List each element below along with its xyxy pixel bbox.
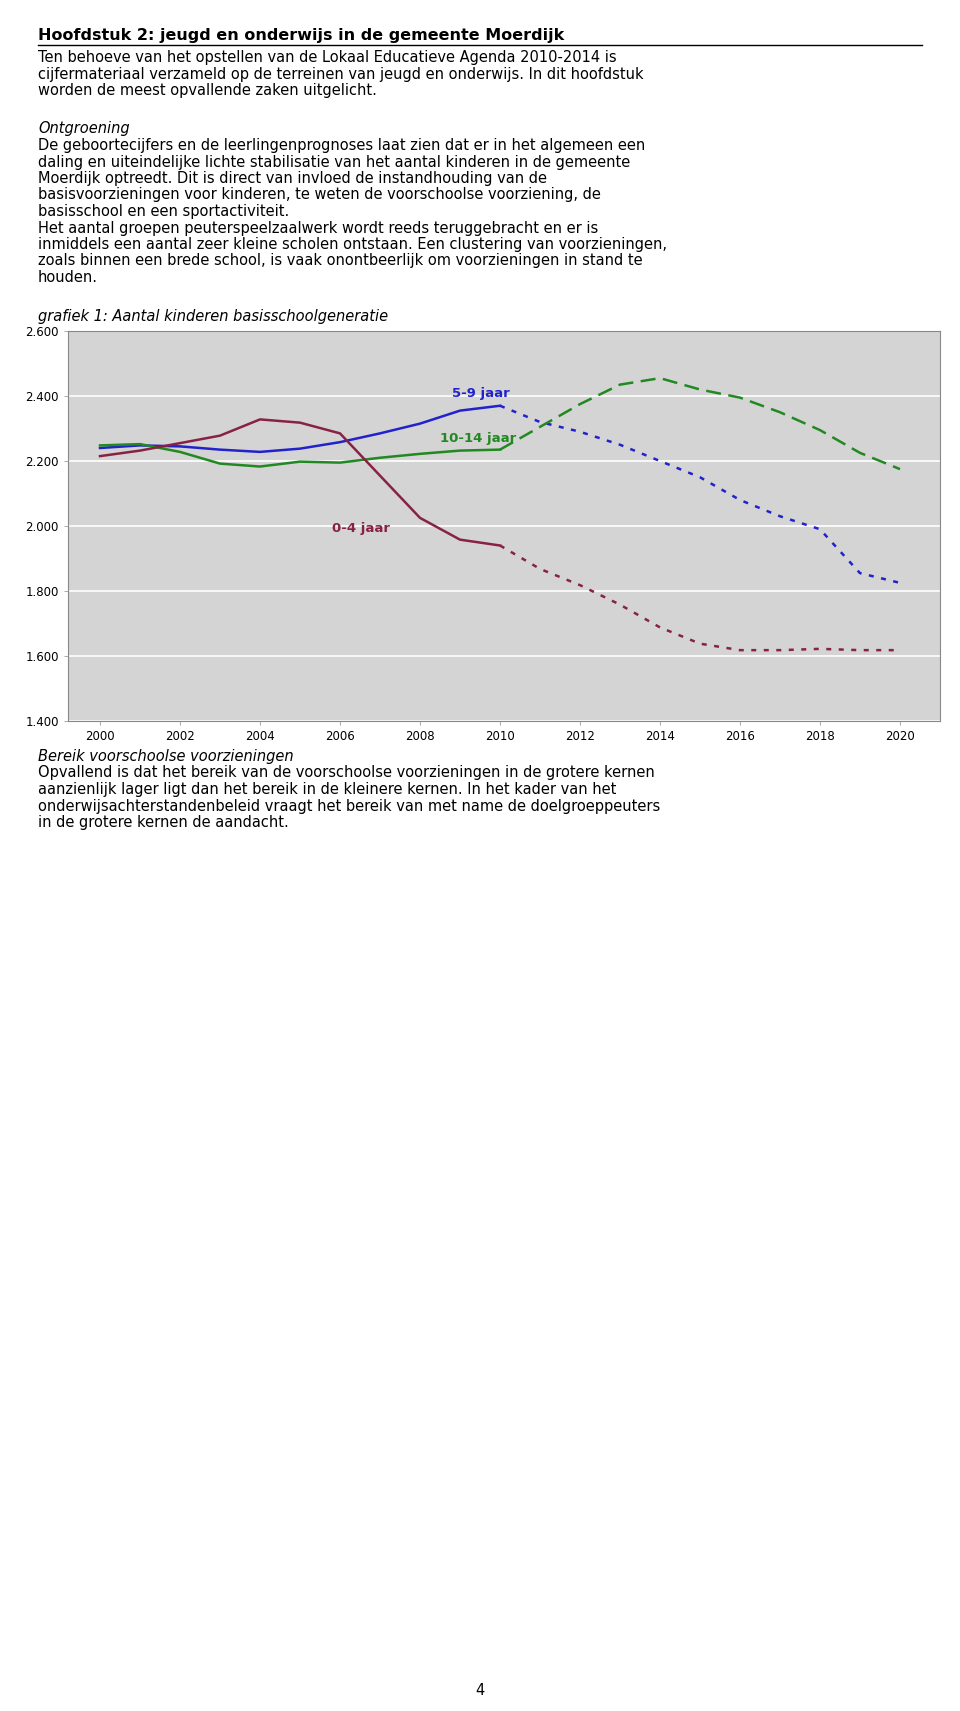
Text: onderwijsachterstandenbeleid vraagt het bereik van met name de doelgroeppeuters: onderwijsachterstandenbeleid vraagt het …	[38, 799, 660, 813]
Text: Ten behoeve van het opstellen van de Lokaal Educatieve Agenda 2010-2014 is: Ten behoeve van het opstellen van de Lok…	[38, 50, 616, 65]
Text: Ontgroening: Ontgroening	[38, 121, 130, 137]
Text: De geboortecijfers en de leerlingenprognoses laat zien dat er in het algemeen ee: De geboortecijfers en de leerlingenprogn…	[38, 139, 645, 152]
Text: Opvallend is dat het bereik van de voorschoolse voorzieningen in de grotere kern: Opvallend is dat het bereik van de voors…	[38, 765, 655, 780]
Text: cijfermateriaal verzameld op de terreinen van jeugd en onderwijs. In dit hoofdst: cijfermateriaal verzameld op de terreine…	[38, 67, 643, 82]
Text: 5-9 jaar: 5-9 jaar	[452, 387, 510, 400]
Text: basisschool en een sportactiviteit.: basisschool en een sportactiviteit.	[38, 204, 289, 219]
Text: houden.: houden.	[38, 270, 98, 286]
Text: inmiddels een aantal zeer kleine scholen ontstaan. Een clustering van voorzienin: inmiddels een aantal zeer kleine scholen…	[38, 238, 667, 252]
Text: basisvoorzieningen voor kinderen, te weten de voorschoolse voorziening, de: basisvoorzieningen voor kinderen, te wet…	[38, 188, 601, 202]
Text: 0-4 jaar: 0-4 jaar	[332, 522, 390, 536]
Text: daling en uiteindelijke lichte stabilisatie van het aantal kinderen in de gemeen: daling en uiteindelijke lichte stabilisa…	[38, 154, 631, 169]
Text: Het aantal groepen peuterspeelzaalwerk wordt reeds teruggebracht en er is: Het aantal groepen peuterspeelzaalwerk w…	[38, 221, 598, 236]
Text: in de grotere kernen de aandacht.: in de grotere kernen de aandacht.	[38, 814, 289, 830]
Text: grafiek 1: Aantal kinderen basisschoolgeneratie: grafiek 1: Aantal kinderen basisschoolge…	[38, 308, 388, 323]
Text: aanzienlijk lager ligt dan het bereik in de kleinere kernen. In het kader van he: aanzienlijk lager ligt dan het bereik in…	[38, 782, 616, 797]
Text: Bereik voorschoolse voorzieningen: Bereik voorschoolse voorzieningen	[38, 749, 294, 765]
Text: Moerdijk optreedt. Dit is direct van invloed de instandhouding van de: Moerdijk optreedt. Dit is direct van inv…	[38, 171, 547, 186]
Text: 4: 4	[475, 1684, 485, 1697]
Text: worden de meest opvallende zaken uitgelicht.: worden de meest opvallende zaken uitgeli…	[38, 84, 377, 98]
Text: zoals binnen een brede school, is vaak onontbeerlijk om voorzieningen in stand t: zoals binnen een brede school, is vaak o…	[38, 253, 642, 269]
Text: 10-14 jaar: 10-14 jaar	[440, 433, 516, 445]
Text: Hoofdstuk 2: jeugd en onderwijs in de gemeente Moerdijk: Hoofdstuk 2: jeugd en onderwijs in de ge…	[38, 27, 564, 43]
